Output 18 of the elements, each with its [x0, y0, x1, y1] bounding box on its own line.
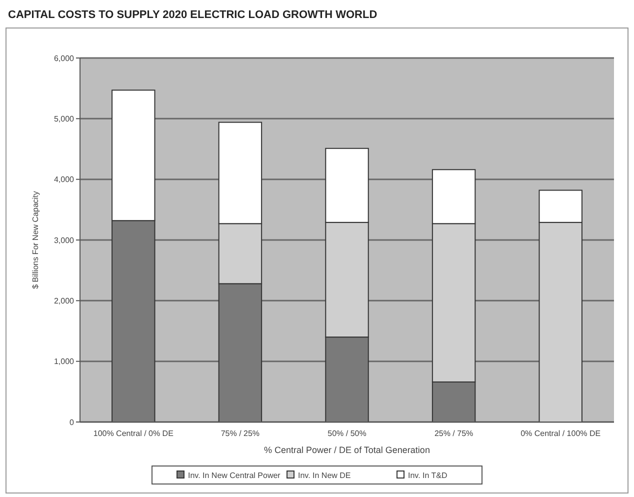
y-tick-label: 1,000: [54, 357, 75, 366]
legend-label: Inv. In New DE: [298, 470, 351, 480]
y-axis-title: $ Billions For New Capacity: [31, 191, 40, 289]
x-tick-label: 50% / 50%: [328, 429, 366, 438]
legend-label: Inv. In T&D: [408, 470, 448, 480]
x-tick-label: 75% / 25%: [220, 429, 260, 438]
x-axis-title: % Central Power / DE of Total Generation: [264, 445, 430, 455]
y-tick-label: 2,000: [54, 296, 75, 306]
x-tick-label: 0% Central / 100% DE: [520, 429, 601, 438]
y-tick-label: 3,000: [54, 236, 75, 245]
legend-label: Inv. In New Central Power: [188, 470, 281, 480]
y-tick-label: 0: [70, 418, 75, 427]
x-tick-label: 100% Central / 0% DE: [93, 429, 174, 438]
y-tick-label: 4,000: [54, 175, 75, 184]
x-tick-label: 25% / 75%: [434, 429, 474, 438]
chart-title: CAPITAL COSTS TO SUPPLY 2020 ELECTRIC LOAD GROWTH WORLD: [8, 9, 378, 21]
y-tick-label: 6,000: [54, 54, 75, 63]
y-tick-label: 5,000: [54, 114, 75, 124]
